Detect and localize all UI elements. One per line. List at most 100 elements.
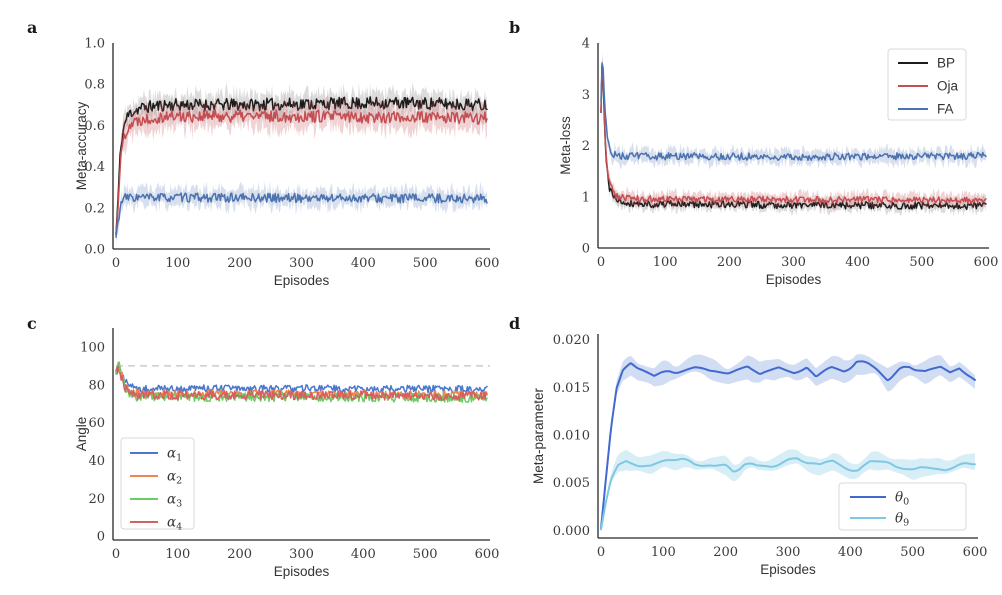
x-tick-label: 500 [900, 545, 925, 560]
x-tick-label: 0 [597, 255, 605, 270]
x-tick-label: 500 [413, 256, 438, 271]
x-tick-label: 0 [597, 545, 605, 560]
series-bp-line [600, 64, 987, 210]
series-theta9-line [600, 457, 976, 531]
y-tick-label: 0.015 [553, 381, 590, 396]
axes [597, 43, 989, 249]
y-tick-label: 20 [88, 492, 105, 507]
series-theta0-line [600, 360, 976, 530]
chart-panel-d: 0.000 0.005 0.010 0.015 0.020 0 100 200 300 400 50… [501, 297, 1002, 595]
y-tick-label: 0.0 [84, 243, 105, 258]
x-tick-label: 100 [651, 545, 676, 560]
series-alpha1-line [115, 364, 488, 394]
chart-panel-c: 0 20 40 60 80 100 0 100 200 300 400 500 600 Episodes A… [0, 297, 501, 595]
y-tick-label: 0.2 [84, 201, 105, 216]
y-tick-label: 60 [88, 416, 105, 431]
legend-item-fa: FA [898, 102, 954, 117]
y-axis-label: Meta-parameter [531, 387, 546, 484]
series-bp-band [116, 81, 487, 242]
x-tick-label: 100 [165, 547, 190, 562]
series-oja-line [600, 64, 987, 204]
y-axis-label: Meta-accuracy [74, 101, 89, 190]
y-tick-label: 0.020 [553, 333, 590, 348]
y-tick-label: 0.8 [84, 78, 105, 93]
x-axis-label: Episodes [274, 564, 330, 579]
x-tick-label: 400 [845, 255, 870, 270]
x-tick-label: 500 [413, 547, 438, 562]
series-alpha4-line [115, 366, 488, 401]
y-axis-label: Meta-loss [558, 116, 573, 175]
y-tick-label: 3 [582, 88, 590, 103]
series-fa-line [600, 62, 987, 162]
series-fa-band [601, 52, 986, 170]
series-oja-band [601, 57, 986, 212]
chart-panel-a: 0.0 0.2 0.4 0.6 0.8 1.0 0 100 200 300 400 500 600 Epi… [0, 0, 501, 297]
y-tick-label: 0 [582, 242, 590, 257]
tick-labels: 0 20 40 60 80 100 0 100 200 300 400 500 600 [80, 340, 499, 562]
y-tick-label: 0.010 [553, 429, 590, 444]
y-tick-label: 100 [80, 340, 105, 355]
x-tick-label: 600 [475, 256, 500, 271]
series-oja-band [116, 93, 487, 239]
panel-label-c: c [27, 314, 37, 333]
x-tick-label: 600 [974, 255, 999, 270]
y-tick-label: 80 [88, 378, 105, 393]
x-tick-label: 200 [713, 545, 738, 560]
x-tick-label: 100 [653, 255, 678, 270]
x-tick-label: 300 [776, 545, 801, 560]
x-axis-label: Episodes [766, 272, 822, 287]
legend-label: BP [937, 56, 955, 71]
series-fa-band [116, 181, 487, 245]
y-tick-label: 0.6 [84, 119, 105, 134]
x-tick-label: 0 [112, 547, 120, 562]
axes [597, 334, 978, 539]
x-tick-label: 600 [475, 547, 500, 562]
panel-label-d: d [509, 314, 521, 333]
x-tick-label: 400 [838, 545, 863, 560]
x-tick-label: 400 [351, 547, 376, 562]
tick-labels: 0 1 2 3 4 0 100 200 300 400 500 600 [582, 37, 999, 271]
x-axis-label: Episodes [760, 562, 816, 577]
x-tick-label: 200 [227, 547, 252, 562]
x-axis-label: Episodes [274, 273, 330, 288]
series-theta9-band [601, 449, 975, 531]
x-tick-label: 300 [781, 255, 806, 270]
legend-item-oja: Oja [898, 79, 959, 94]
y-tick-label: 1.0 [84, 37, 105, 52]
x-tick-label: 300 [289, 256, 314, 271]
y-tick-label: 2 [582, 139, 590, 154]
chart-panel-b: 0 1 2 3 4 0 100 200 300 400 500 600 Episodes Meta-los… [501, 0, 1002, 297]
y-tick-label: 0.000 [553, 524, 590, 539]
x-tick-label: 0 [112, 256, 120, 271]
y-axis-label: Angle [74, 417, 89, 452]
y-tick-label: 1 [582, 190, 590, 205]
x-tick-label: 600 [963, 545, 988, 560]
y-tick-label: 0 [97, 530, 105, 545]
panel-label-a: a [27, 18, 38, 37]
chart-c-svg: 0 20 40 60 80 100 0 100 200 300 400 500 600 Episodes A… [74, 328, 499, 579]
legend-item-bp: BP [898, 56, 955, 71]
y-tick-label: 40 [88, 454, 105, 469]
x-tick-label: 400 [351, 256, 376, 271]
x-tick-label: 200 [227, 256, 252, 271]
series-theta0-band [601, 354, 975, 530]
y-tick-label: 4 [582, 37, 590, 52]
series-oja-line [115, 109, 488, 234]
chart-d-svg: 0.000 0.005 0.010 0.015 0.020 0 100 200 300 400 50… [531, 333, 988, 577]
series-bp-line [115, 96, 488, 236]
axes [112, 43, 490, 250]
legend-label: Oja [937, 79, 959, 94]
tick-labels: 0.0 0.2 0.4 0.6 0.8 1.0 0 100 200 300 400 500 600 [84, 37, 499, 272]
y-tick-label: 0.4 [84, 160, 105, 175]
x-tick-label: 200 [717, 255, 742, 270]
axes [112, 328, 490, 541]
legend: BP Oja FA [887, 48, 967, 121]
x-tick-label: 300 [289, 547, 314, 562]
chart-a-svg: 0.0 0.2 0.4 0.6 0.8 1.0 0 100 200 300 400 500 600 Epi… [74, 37, 499, 289]
x-tick-label: 500 [909, 255, 934, 270]
x-tick-label: 100 [165, 256, 190, 271]
chart-b-svg: 0 1 2 3 4 0 100 200 300 400 500 600 Episodes Meta-los… [558, 37, 999, 288]
